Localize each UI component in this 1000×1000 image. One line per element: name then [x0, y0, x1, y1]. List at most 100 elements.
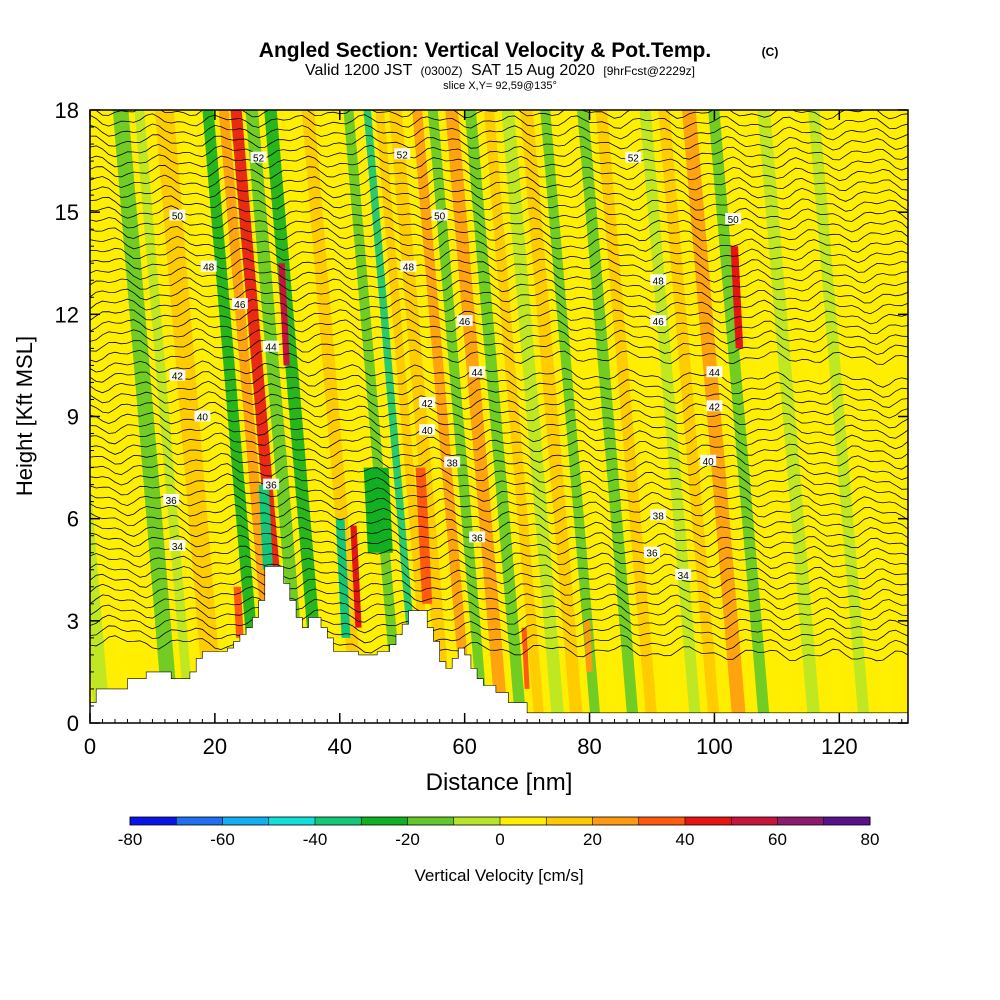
velocity-column: [577, 110, 639, 723]
contour-label-bg: [169, 209, 186, 221]
theta-contour-line: [90, 635, 908, 662]
colorbar-swatch: [176, 817, 223, 825]
colorbar-swatch: [222, 817, 270, 825]
contour-label-text: 34: [678, 571, 690, 582]
theta-contour-line: [90, 308, 908, 325]
theta-contour-line: [90, 422, 908, 450]
contour-label-bg: [625, 151, 642, 163]
velocity-column: [427, 110, 489, 723]
terrain-profile: [90, 566, 908, 723]
x-tick-label: 100: [696, 734, 733, 759]
theta-contour-line: [90, 411, 908, 439]
colorbar-swatch: [500, 817, 547, 825]
subtitle-fcst: [9hrFcst@2229z]: [603, 64, 695, 78]
theta-contour-line: [90, 123, 908, 141]
colorbar-tick-label: -40: [303, 830, 328, 849]
x-axis-label: Distance [nm]: [426, 769, 573, 796]
contour-label: 48: [200, 260, 217, 274]
velocity-cell: [521, 627, 530, 689]
velocity-column: [464, 110, 527, 723]
velocity-column: [112, 110, 179, 723]
velocity-column: [520, 110, 584, 723]
contour-label-text: 50: [728, 215, 740, 226]
subtitle-valid: Valid 1200 JST: [305, 62, 413, 79]
colorbar: -80 -60 -40 -20 0 20 40 60 80: [118, 816, 879, 849]
contour-label-bg: [194, 410, 211, 422]
contour-label: 52: [394, 148, 411, 161]
theta-contour-line: [90, 205, 908, 222]
theta-contour-line: [90, 134, 908, 151]
theta-contour-line: [90, 371, 908, 398]
velocity-cell: [730, 246, 744, 349]
contour-label-text: 52: [397, 150, 409, 161]
contour-label: 34: [169, 539, 186, 553]
theta-contour-line: [90, 583, 908, 611]
contour-label-text: 50: [172, 212, 184, 223]
contour-label-text: 46: [234, 300, 246, 311]
velocity-column: [708, 110, 770, 723]
contour-label-text: 42: [172, 372, 184, 383]
colorbar-swatch: [315, 817, 362, 825]
contour-label: 40: [419, 424, 436, 437]
contour-label-bg: [650, 274, 667, 286]
x-tick-label: 0: [84, 734, 96, 759]
velocity-cell: [258, 484, 273, 570]
velocity-column: [808, 110, 870, 723]
theta-contour-line: [90, 625, 908, 652]
theta-contour-line: [90, 493, 908, 521]
velocity-column: [620, 110, 684, 723]
velocity-column: [832, 110, 896, 723]
contour-label: 48: [400, 260, 417, 274]
x-tick-label: 60: [452, 734, 476, 759]
chart-subtitle: Valid 1200 JST (0300Z) SAT 15 Aug 2020 […: [305, 62, 695, 79]
theta-contour-line: [90, 463, 908, 490]
contour-label: 46: [650, 315, 667, 328]
colorbar-tick-label: -60: [210, 830, 235, 849]
colorbar-tick-label: 60: [768, 830, 787, 849]
contour-label-text: 48: [203, 263, 215, 274]
contour-label-bg: [650, 315, 667, 327]
contour-label-bg: [643, 546, 660, 558]
theta-contour-line: [90, 360, 908, 388]
contour-labels: 34 34 36 36 36 36 38 38 40 40 40 42 42 42 44 44 44 46 46 46…: [163, 148, 742, 582]
contour-label-text: 46: [653, 317, 665, 328]
y-tick-label: 9: [67, 405, 79, 430]
contour-label-bg: [469, 366, 486, 378]
contour-label-text: 48: [653, 276, 665, 287]
velocity-column: [782, 110, 846, 723]
colorbar-swatch: [823, 817, 871, 825]
contour-label-text: 44: [472, 368, 484, 379]
colorbar-swatch: [731, 817, 778, 825]
contour-label-text: 44: [266, 343, 278, 354]
theta-contour-line: [90, 442, 908, 470]
contour-label: 52: [250, 151, 267, 165]
contour-label-bg: [163, 493, 180, 505]
theta-contour-line: [90, 235, 908, 253]
contour-label-bg: [725, 212, 742, 224]
colorbar-swatch: [777, 817, 825, 825]
colorbar-swatch: [407, 817, 455, 825]
theta-contour-line: [90, 266, 908, 284]
contour-label: 44: [469, 366, 486, 379]
contour-label: 42: [419, 396, 436, 410]
contour-label-bg: [231, 298, 248, 310]
y-tick-label: 6: [67, 507, 79, 532]
theta-contour-line: [95, 110, 908, 120]
colorbar-swatch: [592, 817, 640, 825]
contour-label-bg: [419, 396, 436, 408]
theta-contour-line: [90, 246, 908, 264]
contour-label: 42: [706, 400, 723, 413]
theta-contour-line: [90, 553, 908, 580]
theta-contour-line: [90, 604, 908, 631]
contour-label: 36: [163, 493, 180, 507]
velocity-column: [245, 110, 309, 723]
terrain: [90, 566, 908, 723]
y-tick-label: 0: [67, 711, 79, 736]
velocity-column: [90, 477, 111, 723]
theta-contour-line: [90, 432, 908, 460]
x-tick-label: 20: [203, 734, 227, 759]
colorbar-label: Vertical Velocity [cm/s]: [414, 866, 583, 885]
velocity-column: [757, 110, 821, 723]
theta-contour-line: [90, 532, 908, 559]
